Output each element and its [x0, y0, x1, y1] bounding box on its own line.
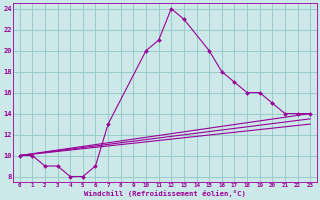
X-axis label: Windchill (Refroidissement éolien,°C): Windchill (Refroidissement éolien,°C) — [84, 190, 246, 197]
